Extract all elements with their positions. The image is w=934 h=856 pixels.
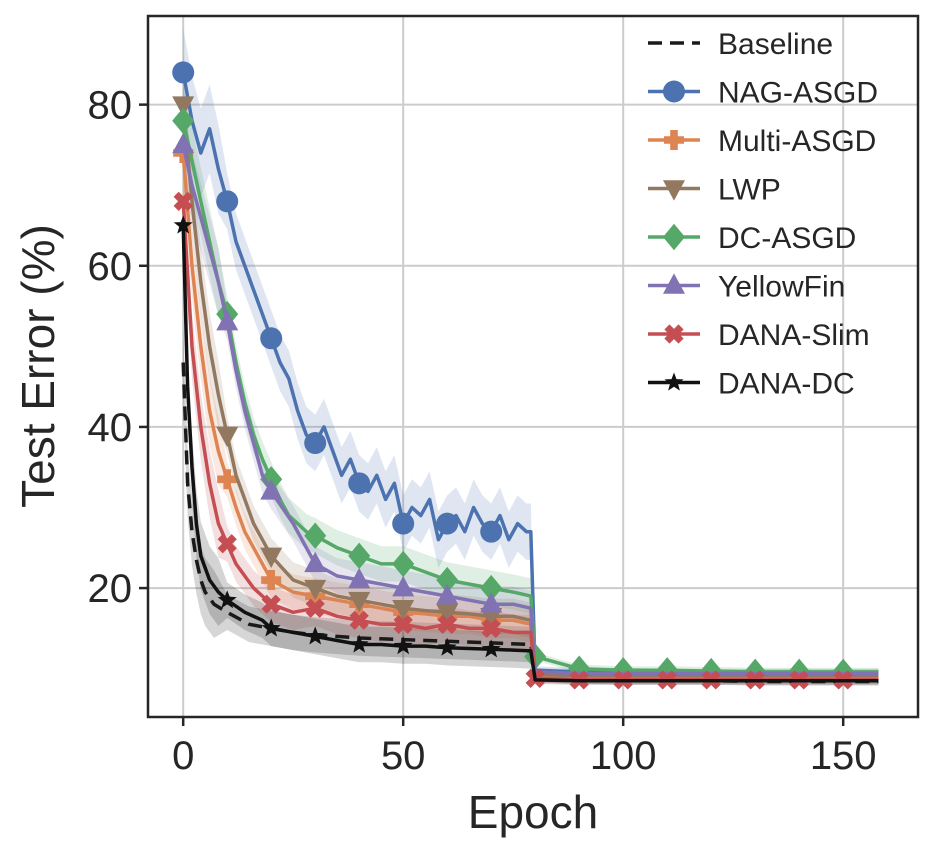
marker-nag-asgd (216, 190, 239, 213)
axis-ticks: 0 50 100 150 20 40 60 80 (88, 84, 877, 778)
legend-item-dana-slim: DANA-Slim (648, 319, 870, 352)
marker-dc-asgd (612, 657, 635, 684)
marker-lwp (172, 96, 195, 117)
legend-label: DC-ASGD (718, 222, 856, 255)
marker-lwp (480, 608, 503, 629)
x-tick-label: 100 (590, 734, 657, 778)
marker-nag-asgd (392, 512, 415, 535)
marker-yellowfin (216, 310, 239, 331)
marker-lwp (348, 591, 371, 613)
x-tick-label: 50 (381, 734, 426, 778)
marker-dana-slim (173, 191, 193, 211)
legend-marker (664, 130, 684, 150)
marker-dana-slim (217, 534, 237, 554)
y-axis-title: Test Error (%) (12, 224, 64, 508)
marker-dana-slim (481, 618, 501, 638)
line-dana-dc (181, 225, 879, 683)
marker-multi-asgd (261, 570, 282, 591)
legend-label: DANA-Slim (718, 319, 870, 352)
marker-yellowfin (172, 132, 195, 154)
legend-marker (664, 372, 684, 391)
y-tick-label: 60 (88, 245, 133, 289)
legend-label: YellowFin (718, 271, 845, 304)
legend-item-multi-asgd: Multi-ASGD (648, 125, 876, 158)
marker-dana-slim (305, 598, 325, 618)
legend-label: LWP (718, 174, 781, 207)
marker-dc-asgd (172, 107, 195, 134)
marker-dana-dc (393, 636, 413, 655)
marker-dana-dc (173, 215, 193, 234)
marker-yellowfin (480, 592, 503, 613)
marker-lwp (304, 579, 327, 601)
marker-yellowfin (392, 575, 415, 597)
legend-marker (663, 223, 685, 251)
legend-label: DANA-DC (718, 368, 855, 401)
legend-item-baseline: Baseline (648, 28, 833, 61)
marker-yellowfin (348, 567, 371, 589)
marker-dana-slim (437, 614, 457, 634)
marker-yellowfin (436, 584, 459, 605)
marker-multi-asgd (217, 469, 238, 490)
y-tick-label: 40 (88, 406, 133, 450)
legend-label: Baseline (718, 28, 833, 61)
series-dana-slim (173, 191, 879, 690)
marker-lwp (260, 547, 283, 568)
marker-dc-asgd (568, 655, 591, 682)
marker-yellowfin (304, 551, 327, 573)
marker-dc-asgd (436, 566, 459, 594)
marker-dc-asgd (700, 657, 723, 685)
x-tick-label: 150 (810, 734, 877, 778)
legend-item-dana-dc: DANA-DC (648, 368, 855, 401)
marker-nag-asgd (348, 472, 371, 495)
x-axis-title: Epoch (468, 786, 598, 838)
marker-dana-dc (217, 590, 237, 609)
marker-dana-dc (437, 637, 457, 656)
marker-dana-slim (349, 610, 369, 630)
legend-marker (663, 180, 685, 201)
plot-frame (146, 14, 920, 719)
series-lines (172, 61, 879, 690)
legend-label: NAG-ASGD (718, 77, 878, 110)
marker-dana-dc (481, 639, 501, 658)
legend-item-dc-asgd: DC-ASGD (648, 222, 856, 255)
marker-dana-dc (261, 618, 281, 637)
marker-nag-asgd (480, 520, 503, 543)
legend-marker (663, 80, 685, 103)
marker-nag-asgd (304, 432, 327, 455)
marker-dc-asgd (480, 574, 503, 602)
y-tick-label: 80 (88, 84, 133, 128)
legend: Baseline NAG-ASGD Multi-ASGD LWP DC-ASGD Yell… (648, 28, 878, 401)
marker-nag-asgd (172, 61, 195, 84)
marker-dc-asgd (304, 522, 327, 549)
marker-nag-asgd (436, 512, 459, 535)
legend-item-nag-asgd: NAG-ASGD (648, 77, 878, 110)
marker-dana-slim (261, 594, 281, 614)
marker-lwp (436, 604, 459, 625)
marker-dc-asgd (656, 657, 679, 684)
marker-yellowfin (260, 479, 283, 500)
legend-label: Multi-ASGD (718, 125, 876, 158)
marker-lwp (216, 426, 239, 448)
y-tick-label: 20 (88, 567, 133, 611)
marker-dana-slim (393, 614, 413, 634)
x-tick-label: 0 (172, 734, 194, 778)
legend-item-yellowfin: YellowFin (648, 271, 845, 304)
marker-lwp (392, 599, 415, 621)
marker-dc-asgd (348, 542, 371, 570)
legend-marker (664, 324, 684, 344)
marker-dana-dc (349, 634, 369, 653)
marker-dc-asgd (392, 550, 415, 578)
marker-dana-dc (305, 626, 325, 645)
legend-marker (663, 273, 685, 294)
legend-item-lwp: LWP (648, 174, 781, 207)
series-dana-dc (173, 215, 879, 683)
marker-nag-asgd (260, 327, 283, 350)
